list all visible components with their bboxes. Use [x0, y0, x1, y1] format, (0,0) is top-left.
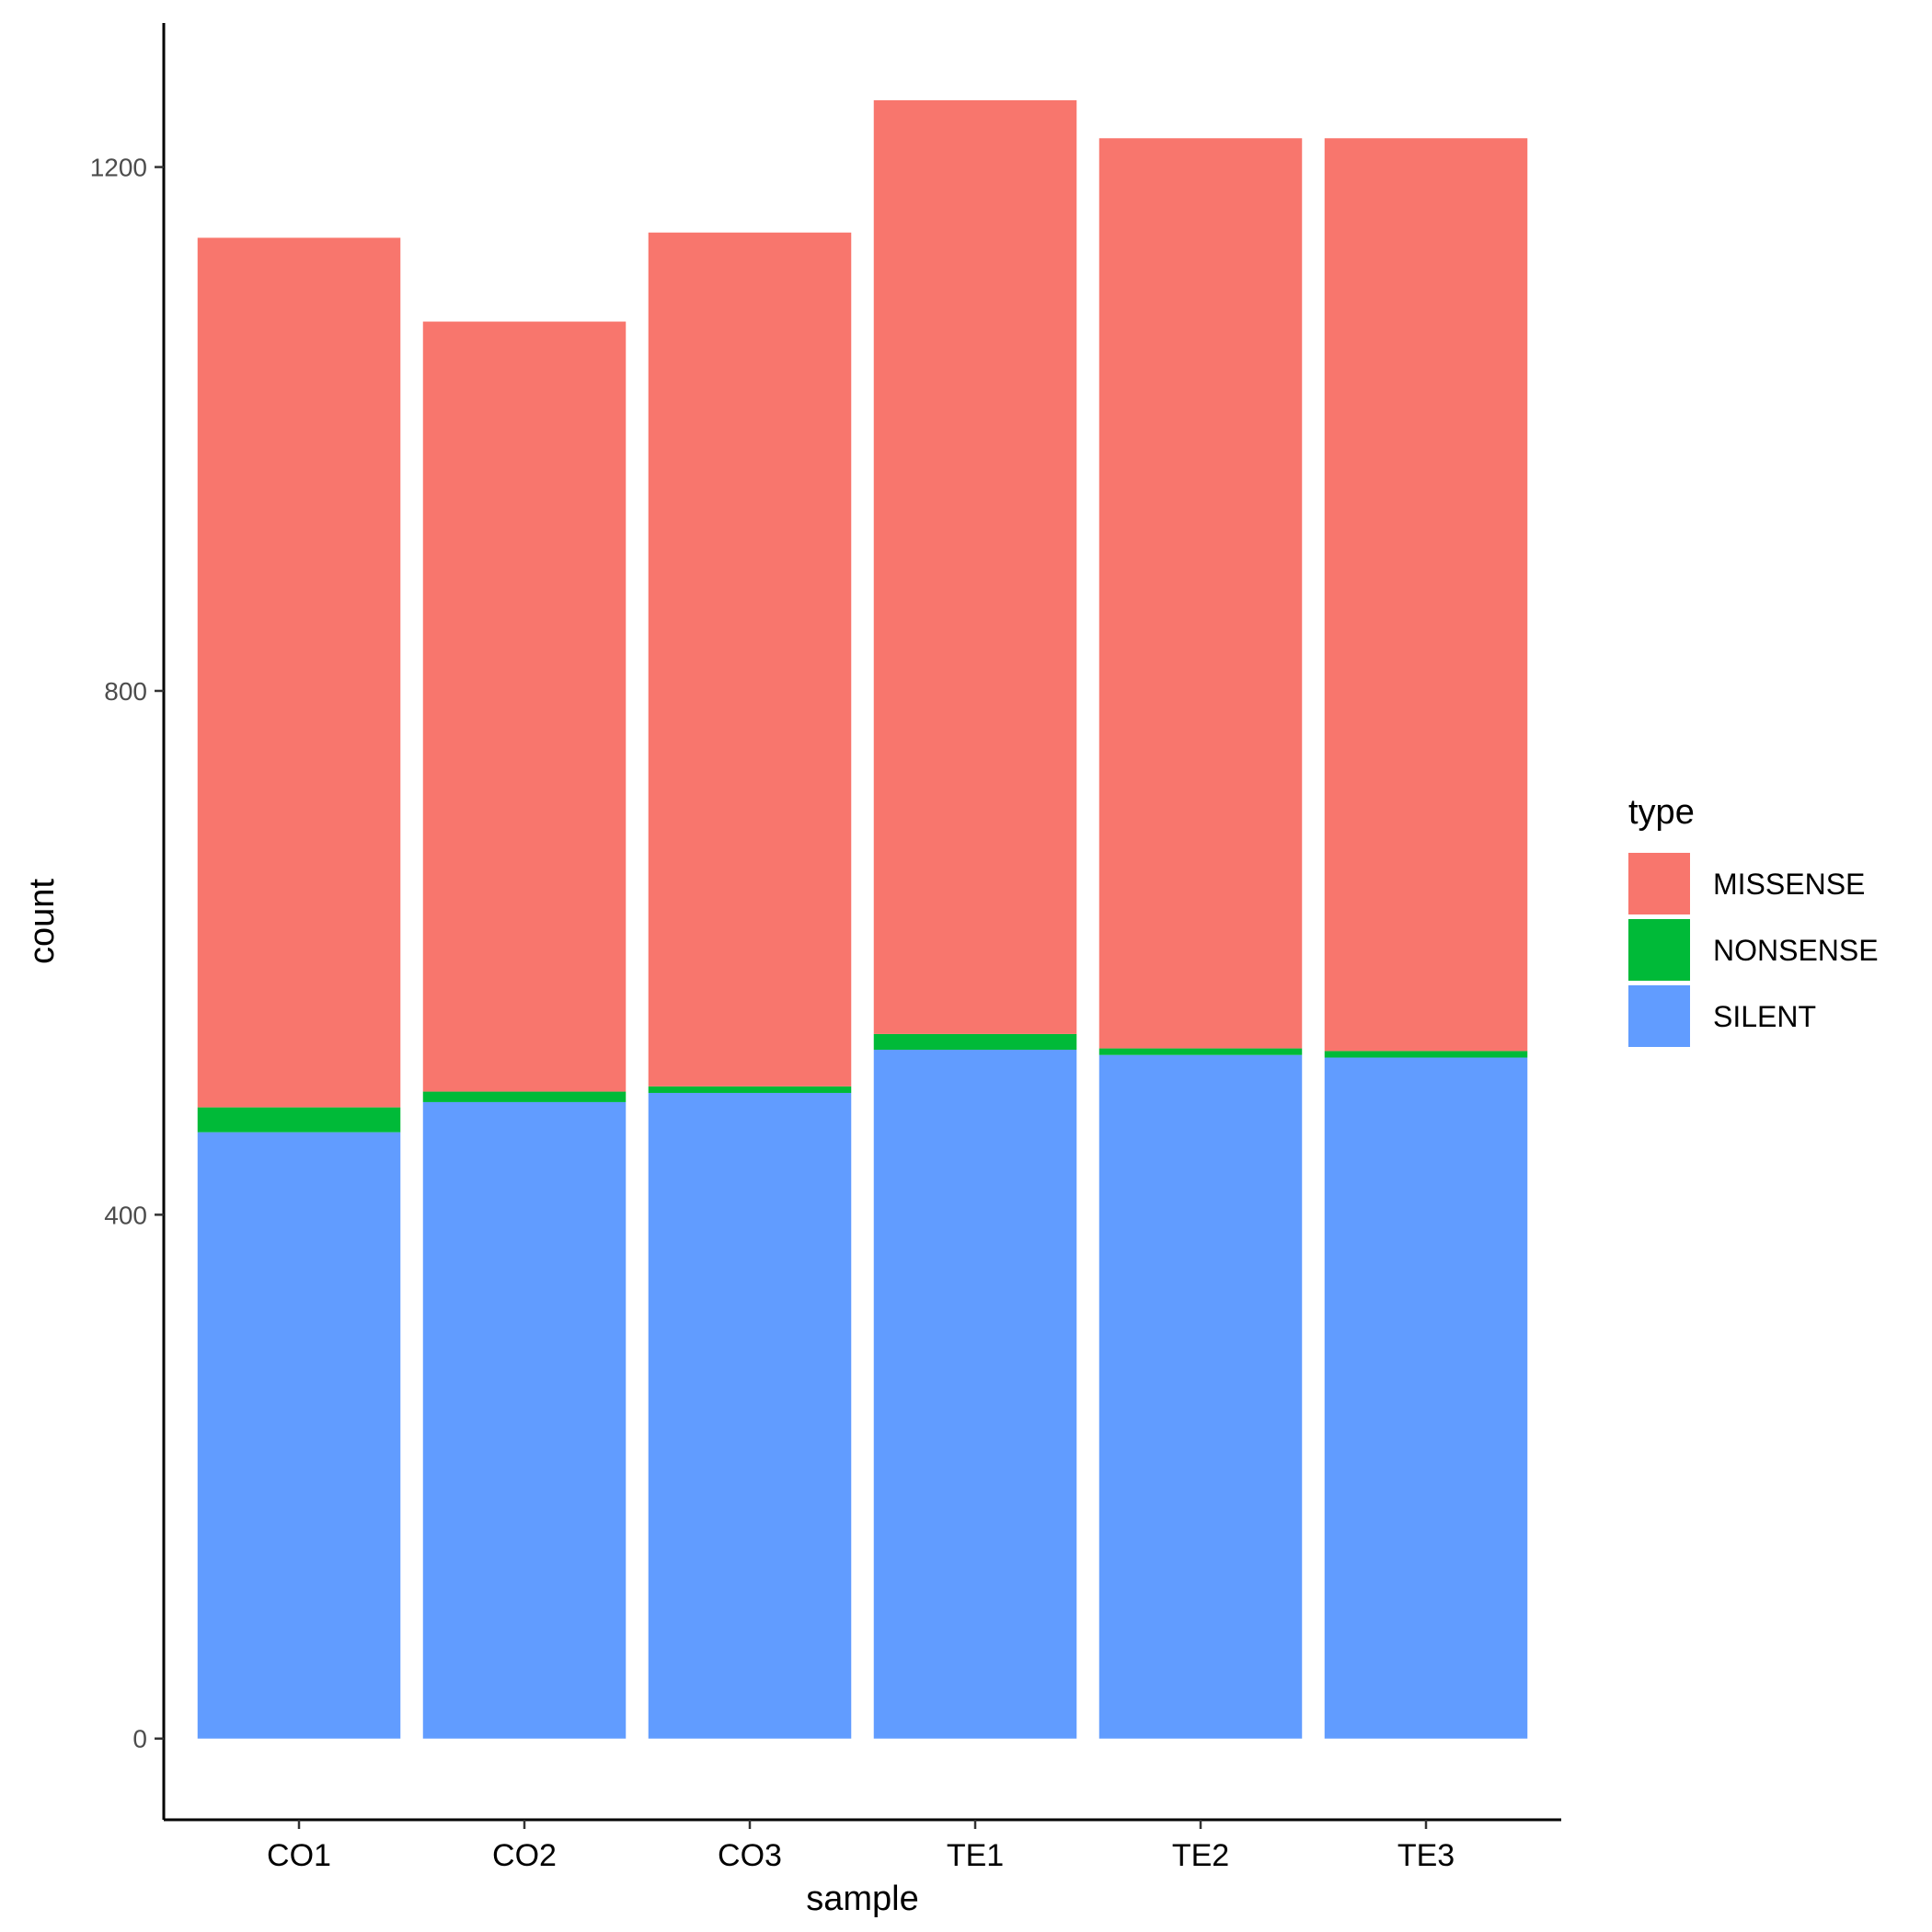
x-tick-label-co1: CO1 [267, 1838, 331, 1873]
legend-label-nonsense: NONSENSE [1713, 934, 1879, 967]
x-tick-label-te1: TE1 [947, 1838, 1004, 1873]
legend-title: type [1628, 793, 1695, 832]
bar-co3-missense [648, 232, 852, 1087]
y-tick-label-1200: 1200 [90, 154, 147, 182]
bar-co1-missense [197, 237, 401, 1108]
legend-label-missense: MISSENSE [1713, 868, 1865, 901]
y-axis-title: count [23, 879, 62, 964]
bar-te2-missense [1098, 138, 1303, 1049]
ticks-layer: 0 400 800 1200 CO1 CO2 CO3 TE1 TE2 TE3 [90, 154, 1455, 1873]
bar-co3-nonsense [648, 1086, 852, 1093]
bar-te1-nonsense [873, 1033, 1077, 1050]
x-axis-title: sample [806, 1880, 919, 1918]
bar-te3-missense [1324, 138, 1528, 1052]
bar-co1-silent [197, 1132, 401, 1739]
bar-te3-nonsense [1324, 1051, 1528, 1058]
bars-layer [197, 99, 1528, 1739]
bar-te3-silent [1324, 1057, 1528, 1739]
axes-layer [162, 23, 1561, 1822]
y-tick-label-0: 0 [132, 1725, 147, 1754]
y-tick-label-400: 400 [104, 1201, 147, 1229]
bar-te2-silent [1098, 1054, 1303, 1739]
bar-co2-nonsense [422, 1091, 627, 1102]
bar-co2-silent [422, 1101, 627, 1739]
bar-te1-silent [873, 1050, 1077, 1739]
legend-key-nonsense [1628, 919, 1690, 981]
x-tick-label-co3: CO3 [718, 1838, 782, 1873]
legend-label-silent: SILENT [1713, 1000, 1816, 1033]
x-tick-label-te2: TE2 [1172, 1838, 1229, 1873]
legend: type MISSENSE NONSENSE SILENT [1628, 793, 1879, 1047]
bar-co3-silent [648, 1092, 852, 1739]
y-tick-label-800: 800 [104, 677, 147, 706]
bar-te2-nonsense [1098, 1048, 1303, 1055]
legend-key-silent [1628, 985, 1690, 1047]
bar-co2-missense [422, 321, 627, 1092]
bar-te1-missense [873, 99, 1077, 1034]
x-tick-label-co2: CO2 [492, 1838, 557, 1873]
x-tick-label-te3: TE3 [1397, 1838, 1455, 1873]
legend-key-missense [1628, 853, 1690, 914]
bar-co1-nonsense [197, 1107, 401, 1133]
